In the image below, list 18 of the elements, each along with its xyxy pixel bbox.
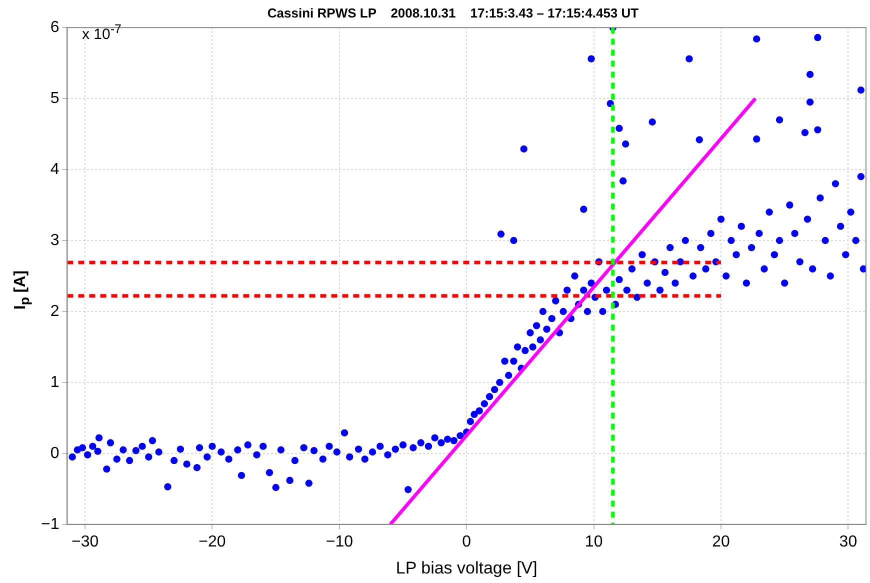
y-tick-label: 3	[50, 232, 60, 249]
x-tick-label: 30	[839, 533, 858, 550]
chart-title: Cassini RPWS LP 2008.10.31 17:15:3.43 – 17:15:4.453 UT	[267, 5, 639, 20]
y-tick-label: 1	[50, 374, 60, 391]
x-tick-label: −20	[198, 533, 226, 550]
y-tick-label: 0	[50, 444, 60, 462]
x-tick-label: 20	[712, 533, 730, 550]
x-tick-label: −30	[71, 533, 99, 550]
y-tick-label: 5	[50, 90, 60, 107]
x-axis-title: LP bias voltage [V]	[396, 558, 538, 578]
annotation: x 10$^{-7}$	[82, 22, 122, 43]
x-tick-label: −10	[326, 533, 354, 550]
y-tick-label: 2	[50, 302, 60, 320]
x-tick-label: 10	[584, 533, 603, 550]
y-tick-label: 6	[50, 19, 60, 36]
x-tick-label: 0	[462, 533, 472, 550]
y-tick-label: −1	[40, 516, 60, 533]
y-tick-label: 4	[50, 160, 60, 178]
